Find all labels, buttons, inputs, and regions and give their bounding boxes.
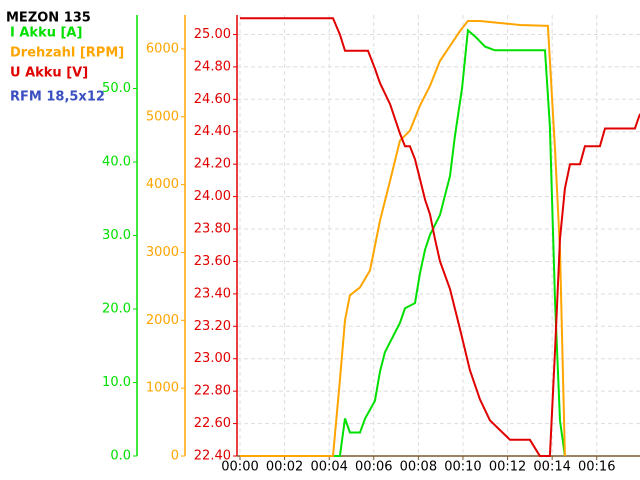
y-tick-label: 24.80 <box>194 59 231 74</box>
y-tick-label: 1000 <box>146 381 179 396</box>
chart-subtitle: RFM 18,5x12 <box>10 90 105 105</box>
series-line <box>240 17 640 457</box>
y-tick-label: 23.00 <box>194 351 231 366</box>
y-tick-label: 24.40 <box>194 124 231 139</box>
y-tick-label: 4000 <box>146 177 179 192</box>
y-tick-label: 25.00 <box>194 27 231 42</box>
y-tick-label: 22.80 <box>194 384 231 399</box>
legend-entry: I Akku [A] <box>10 26 82 41</box>
series-line <box>240 28 566 457</box>
legend: MEZON 135 RFM 18,5x12 I Akku [A] Drehzahl… <box>6 11 124 105</box>
y-tick-label: 23.40 <box>194 286 231 301</box>
y-tick-label: 5000 <box>146 109 179 124</box>
x-tick-label: 00:02 <box>266 460 303 475</box>
series-line <box>240 20 566 457</box>
x-tick-label: 00:14 <box>533 460 570 475</box>
y-tick-label: 0 <box>171 449 179 464</box>
x-tick-label: 00:16 <box>578 460 615 475</box>
y-tick-label: 23.80 <box>194 222 231 237</box>
y-tick-label: 20.0 <box>102 302 131 317</box>
x-tick-label: 00:06 <box>355 460 392 475</box>
x-tick-label: 00:08 <box>400 460 437 475</box>
legend-entry: Drehzahl [RPM] <box>10 46 124 61</box>
chart-title: MEZON 135 <box>6 11 91 26</box>
y-tick-label: 3000 <box>146 245 179 260</box>
y-tick-label: 23.20 <box>194 319 231 334</box>
y-tick-label: 40.0 <box>102 155 131 170</box>
y-tick-label: 22.60 <box>194 416 231 431</box>
x-tick-label: 00:12 <box>489 460 526 475</box>
x-tick-label: 00:00 <box>221 460 258 475</box>
y-tick-label: 50.0 <box>102 81 131 96</box>
y-tick-label: 24.60 <box>194 92 231 107</box>
y-tick-label: 24.00 <box>194 189 231 204</box>
y-tick-label: 0.0 <box>110 449 131 464</box>
y-tick-label: 6000 <box>146 41 179 56</box>
y-tick-label: 30.0 <box>102 228 131 243</box>
y-tick-label: 24.20 <box>194 157 231 172</box>
lines <box>240 17 640 457</box>
x-tick-label: 00:04 <box>310 460 347 475</box>
legend-entry: U Akku [V] <box>10 66 88 81</box>
axes: 0.0 10.0 20.0 30.0 40.0 50.0 0 1000 2000 3000 4000… <box>102 15 640 475</box>
y-tick-label: 10.0 <box>102 375 131 390</box>
y-tick-label: 2000 <box>146 313 179 328</box>
y-tick-label: 23.60 <box>194 254 231 269</box>
y-tick-label: 22.40 <box>194 449 231 464</box>
x-tick-label: 00:10 <box>444 460 481 475</box>
